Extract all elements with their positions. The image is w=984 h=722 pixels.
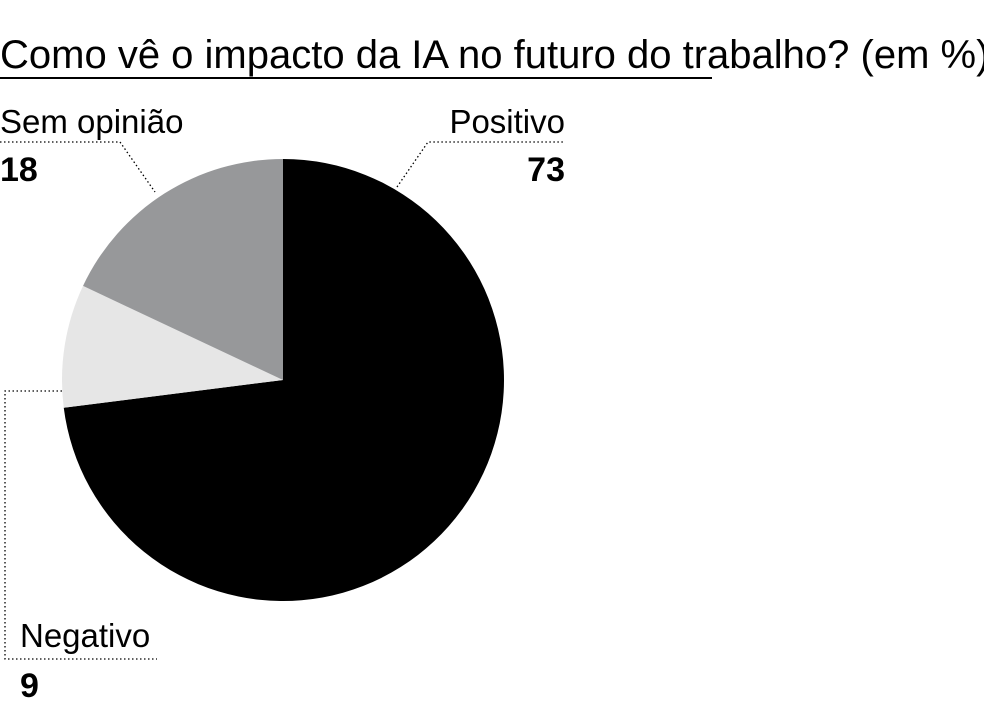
slice-value-positivo: 73 — [527, 151, 565, 189]
leader-line-negativo — [4, 390, 157, 660]
pie-slices — [62, 159, 505, 602]
pie-slice-sem-opini-o — [83, 159, 283, 380]
slice-label-positivo: Positivo — [449, 103, 565, 140]
pie-slice-negativo — [62, 285, 283, 408]
slice-value-sem-opiniao: 18 — [0, 151, 38, 189]
slice-value-negativo: 9 — [20, 667, 39, 705]
leader-line-sem-opiniao — [0, 141, 156, 193]
slice-label-sem-opiniao: Sem opinião — [0, 103, 183, 140]
slice-label-negativo: Negativo — [20, 617, 150, 654]
pie-slice-positivo — [63, 159, 505, 602]
chart-title: Como vê o impacto da IA no futuro do tra… — [0, 33, 984, 77]
